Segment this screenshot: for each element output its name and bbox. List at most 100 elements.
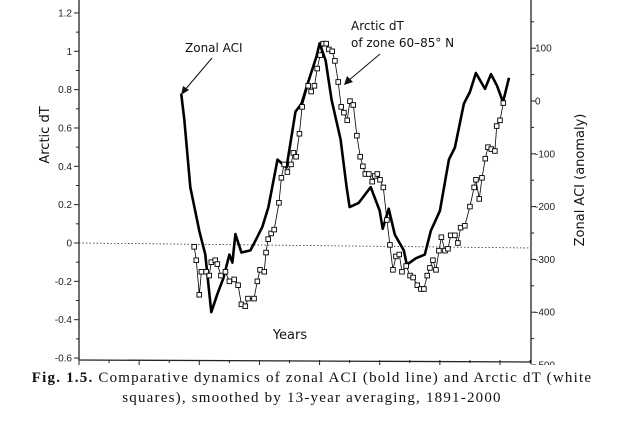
data-point-arctic-dt — [198, 269, 205, 275]
arrowhead-icon — [344, 76, 353, 85]
data-point-arctic-dt — [191, 244, 197, 250]
data-point-arctic-dt — [245, 295, 251, 302]
data-point-arctic-dt — [308, 88, 314, 95]
data-point-arctic-dt — [218, 272, 224, 279]
y-axis-label-right: Zonal ACI (anomaly) — [573, 114, 588, 247]
data-point-arctic-dt — [403, 263, 409, 269]
y-tick-label-right: -200 — [535, 202, 555, 213]
y-tick-label-left: -0.2 — [55, 277, 73, 288]
data-point-arctic-dt — [493, 123, 500, 129]
data-point-arctic-dt — [284, 169, 291, 175]
data-point-arctic-dt — [261, 269, 267, 275]
y-tick-label-left: 0 — [66, 239, 72, 250]
data-point-arctic-dt — [231, 276, 237, 283]
y-tick-label-right: 0 — [535, 97, 541, 108]
data-point-arctic-dt — [235, 282, 241, 288]
data-point-arctic-dt — [369, 178, 375, 185]
data-point-arctic-dt — [288, 161, 294, 168]
data-point-arctic-dt — [196, 292, 203, 298]
data-point-arctic-dt — [305, 83, 311, 89]
data-point-arctic-dt — [377, 176, 383, 183]
data-point-arctic-dt — [473, 176, 479, 183]
annotation-arrow-zonal-aci — [183, 57, 213, 92]
data-point-arctic-dt — [482, 155, 489, 162]
x-axis — [78, 359, 532, 363]
data-point-arctic-dt — [350, 102, 357, 108]
y-axis-label-left: Arctic dT — [38, 106, 53, 163]
data-point-arctic-dt — [421, 286, 427, 292]
x-axis-label: Years — [272, 328, 308, 343]
zero-reference-line — [78, 242, 532, 249]
data-point-arctic-dt — [276, 199, 282, 206]
data-point-arctic-dt — [344, 117, 350, 124]
series-layer — [179, 40, 511, 314]
data-point-arctic-dt — [338, 104, 344, 110]
data-point-arctic-dt — [281, 161, 287, 168]
data-point-arctic-dt — [430, 257, 436, 264]
data-point-arctic-dt — [354, 132, 360, 139]
data-point-arctic-dt — [265, 236, 271, 242]
y-tick-label-left: 0.8 — [58, 85, 72, 96]
y-tick-label-left: 1.2 — [58, 8, 72, 19]
chart: 1.2 1 0.8 0.6 0.4 0.2 0 -0.2 -0.4 -0.6 200 100 0 -100… — [38, 0, 588, 366]
data-point-arctic-dt — [455, 240, 461, 246]
y-tick-label-right: -500 — [535, 361, 555, 366]
data-point-arctic-dt — [384, 217, 390, 223]
data-point-arctic-dt — [226, 278, 233, 285]
data-point-arctic-dt — [380, 184, 387, 191]
data-point-arctic-dt — [390, 267, 396, 273]
data-point-arctic-dt — [278, 175, 285, 181]
y-tick-label-right: -300 — [535, 255, 555, 266]
series-line-zonal-aci — [179, 42, 511, 314]
data-point-arctic-dt — [214, 261, 221, 267]
data-point-arctic-dt — [387, 242, 393, 248]
data-point-arctic-dt — [500, 100, 507, 106]
data-point-arctic-dt — [314, 65, 320, 72]
data-point-arctic-dt — [414, 282, 421, 288]
y-tick-label-right: -100 — [535, 149, 555, 160]
data-point-arctic-dt — [335, 79, 341, 85]
figure-caption: Fig. 1.5. Comparative dynamics of zonal … — [20, 368, 604, 408]
arrowhead-icon — [181, 86, 189, 95]
data-point-arctic-dt — [332, 58, 338, 64]
data-point-arctic-dt — [268, 230, 274, 237]
data-point-arctic-dt — [357, 153, 363, 160]
data-point-arctic-dt — [492, 148, 498, 154]
data-point-arctic-dt — [271, 226, 277, 233]
data-point-arctic-dt — [424, 272, 430, 279]
data-point-arctic-dt — [445, 246, 451, 252]
data-point-arctic-dt — [399, 269, 405, 275]
data-point-arctic-dt — [347, 98, 353, 104]
y-tick-label-right: 100 — [535, 44, 552, 55]
data-point-arctic-dt — [323, 40, 329, 47]
data-point-arctic-dt — [263, 249, 269, 256]
data-point-arctic-dt — [374, 171, 381, 177]
y-tick-label-left: 0.4 — [58, 162, 72, 173]
data-point-arctic-dt — [203, 269, 209, 275]
y-tick-label-left: -0.6 — [55, 354, 73, 365]
data-point-arctic-dt — [293, 153, 299, 160]
data-point-arctic-dt — [471, 184, 477, 191]
data-point-arctic-dt — [462, 222, 468, 229]
caption-label: Fig. 1.5. — [31, 370, 94, 386]
data-point-arctic-dt — [476, 196, 483, 202]
data-point-arctic-dt — [410, 274, 416, 281]
data-point-arctic-dt — [311, 83, 318, 89]
data-point-arctic-dt — [329, 48, 335, 55]
annotation-arctic-dt-zone: of zone 60–85° N — [351, 36, 454, 50]
data-point-arctic-dt — [317, 52, 323, 58]
data-point-arctic-dt — [296, 130, 303, 137]
data-point-arctic-dt — [438, 234, 445, 240]
y-tick-label-left: 0.6 — [58, 123, 72, 134]
data-point-arctic-dt — [467, 203, 473, 210]
axes: 1.2 1 0.8 0.6 0.4 0.2 0 -0.2 -0.4 -0.6 200 100 0 -100… — [55, 0, 555, 366]
data-point-arctic-dt — [341, 109, 347, 116]
annotation-arctic-dt: Arctic dT — [351, 19, 405, 33]
data-point-arctic-dt — [427, 265, 433, 271]
data-point-arctic-dt — [433, 267, 439, 273]
data-point-arctic-dt — [360, 163, 366, 170]
y-tick-label-right: -400 — [535, 308, 555, 319]
data-point-arctic-dt — [396, 251, 403, 258]
y-tick-label-left: 1 — [66, 47, 72, 58]
data-point-arctic-dt — [242, 303, 249, 310]
